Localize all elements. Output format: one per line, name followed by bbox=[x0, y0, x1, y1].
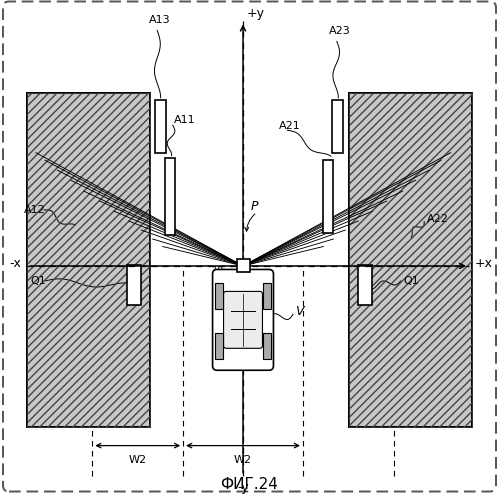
Text: -y: -y bbox=[237, 480, 249, 494]
Bar bbox=[27, 93, 150, 427]
Text: Q1: Q1 bbox=[403, 276, 419, 286]
Text: ФИГ.24: ФИГ.24 bbox=[221, 477, 278, 492]
Bar bbox=[263, 333, 271, 359]
Bar bbox=[155, 100, 166, 152]
Bar bbox=[323, 160, 333, 232]
Text: -x: -x bbox=[9, 257, 21, 270]
Bar bbox=[349, 93, 472, 427]
Bar bbox=[215, 333, 223, 359]
FancyBboxPatch shape bbox=[3, 2, 496, 492]
Text: A13: A13 bbox=[149, 16, 171, 26]
Text: +x: +x bbox=[475, 257, 493, 270]
Text: W2: W2 bbox=[234, 454, 252, 464]
Text: A23: A23 bbox=[328, 26, 350, 36]
Text: A22: A22 bbox=[427, 214, 449, 224]
Text: A12: A12 bbox=[24, 205, 46, 215]
Text: +y: +y bbox=[247, 8, 265, 20]
Bar bbox=[127, 265, 141, 305]
Bar bbox=[263, 283, 271, 309]
Bar bbox=[237, 260, 250, 272]
Text: P: P bbox=[250, 200, 258, 212]
Bar bbox=[27, 93, 150, 427]
Bar bbox=[358, 265, 372, 305]
FancyBboxPatch shape bbox=[213, 270, 273, 370]
Text: 10: 10 bbox=[212, 266, 225, 276]
Bar bbox=[215, 283, 223, 309]
Text: Q1: Q1 bbox=[30, 276, 46, 286]
Bar bbox=[332, 100, 343, 152]
Text: A21: A21 bbox=[278, 121, 300, 131]
Bar bbox=[349, 93, 472, 427]
FancyBboxPatch shape bbox=[224, 292, 262, 348]
Text: A11: A11 bbox=[174, 116, 195, 126]
Text: V: V bbox=[295, 306, 304, 318]
Text: W2: W2 bbox=[129, 454, 147, 464]
Bar bbox=[165, 158, 175, 235]
